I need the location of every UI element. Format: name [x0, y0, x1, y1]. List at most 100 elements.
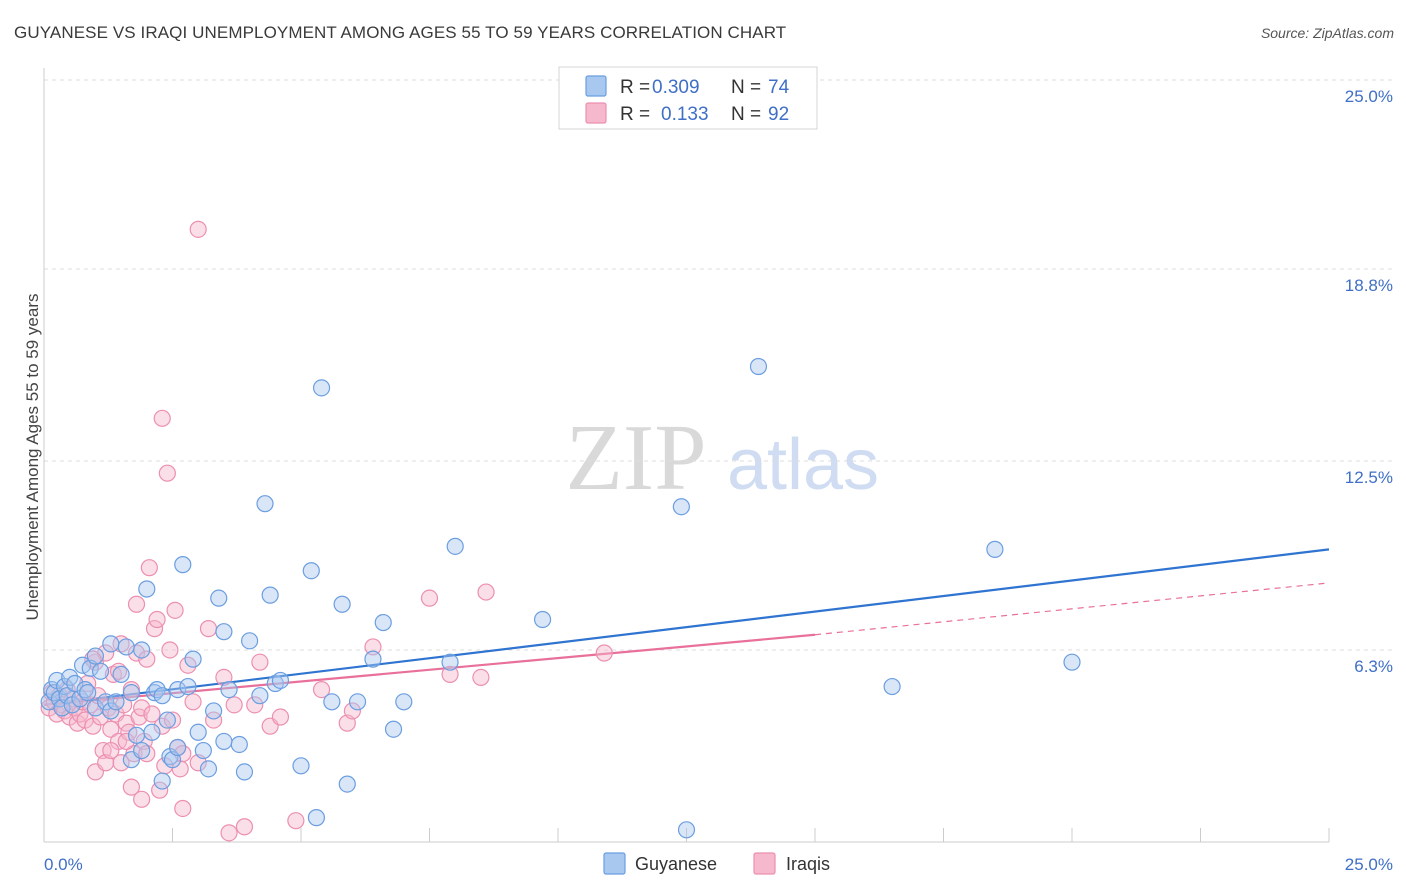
iraqis-point-49 — [148, 610, 166, 629]
guyanese-point-57 — [261, 586, 279, 604]
legend-r-value-1: 0.309 — [652, 77, 700, 98]
iraqis-point-84 — [117, 732, 135, 751]
bottom-legend-swatch-iraqis — [753, 852, 776, 875]
iraqis-point-56 — [166, 601, 184, 619]
watermark-zip: ZIP — [566, 406, 707, 510]
iraqis-point-69 — [235, 818, 254, 836]
iraqis-point-41 — [133, 699, 151, 717]
iraqis-point-42 — [133, 790, 151, 808]
iraqis-point-45 — [138, 650, 156, 668]
x-tick-labels: 0.0% 25.0% — [44, 855, 1393, 874]
y-tick-labels: 6.3% 12.5% 18.8% 25.0% — [1345, 87, 1393, 676]
iraqis-point-73 — [271, 708, 290, 726]
iraqis-point-71 — [251, 653, 269, 671]
guyanese-point-60 — [292, 757, 310, 775]
legend-r-label-2: R = — [620, 104, 650, 125]
legend-n-value-1: 74 — [768, 77, 790, 98]
guyanese-point-29 — [133, 641, 151, 659]
guyanese-point-25 — [122, 684, 140, 702]
legend: R = 0.309 N = 74 R = 0.133 N = 92 — [558, 66, 818, 130]
guyanese-point-13 — [76, 680, 94, 699]
trend-line-iraqis-extension — [814, 582, 1330, 636]
bottom-legend-label-iraqis: Iraqis — [786, 854, 830, 874]
guyanese-point-41 — [174, 556, 192, 574]
y-tick-label-1: 12.5% — [1345, 468, 1393, 487]
chart-title: GUYANESE VS IRAQI UNEMPLOYMENT AMONG AGE… — [14, 23, 787, 42]
guyanese-point-78 — [986, 540, 1004, 558]
guyanese-point-67 — [348, 693, 367, 711]
guyanese-point-54 — [241, 632, 259, 650]
trend-lines — [43, 548, 1330, 706]
guyanese-point-35 — [153, 772, 171, 790]
guyanese-points — [40, 357, 1081, 839]
guyanese-point-80 — [677, 821, 696, 839]
guyanese-point-66 — [338, 775, 356, 793]
guyanese-point-46 — [199, 760, 218, 778]
guyanese-point-73 — [446, 537, 464, 555]
iraqis-point-30 — [112, 754, 130, 772]
guyanese-point-30 — [138, 580, 156, 598]
guyanese-point-72 — [441, 653, 459, 671]
bottom-legend: Guyanese Iraqis — [603, 852, 830, 875]
iraqis-point-64 — [189, 220, 207, 238]
iraqis-point-60 — [174, 799, 192, 818]
y-tick-label-2: 18.8% — [1345, 276, 1393, 295]
iraqis-point-55 — [163, 711, 182, 729]
y-tick-label-3: 25.0% — [1345, 87, 1393, 106]
legend-n-label-2: N = — [731, 104, 761, 125]
iraqis-point-89 — [205, 711, 223, 729]
guyanese-point-34 — [153, 687, 171, 705]
guyanese-point-63 — [312, 379, 331, 397]
legend-n-label-1: N = — [731, 77, 761, 98]
x-tick-label-0: 0.0% — [44, 855, 83, 874]
iraqis-point-65 — [199, 620, 218, 638]
iraqis-point-46 — [140, 559, 158, 577]
guyanese-point-47 — [205, 702, 223, 720]
iraqis-point-78 — [364, 638, 382, 656]
iraqis-point-83 — [595, 644, 613, 662]
iraqis-point-52 — [153, 409, 171, 427]
iraqis-point-39 — [127, 595, 146, 613]
iraqis-point-77 — [343, 702, 361, 720]
guyanese-point-27 — [127, 726, 146, 744]
legend-swatch-iraqis — [585, 102, 607, 124]
guyanese-point-42 — [179, 677, 197, 696]
guyanese-point-52 — [230, 735, 248, 754]
legend-n-value-2: 92 — [768, 104, 789, 125]
iraqis-points — [40, 220, 613, 842]
guyanese-point-21 — [102, 635, 120, 653]
guyanese-point-50 — [215, 732, 233, 751]
guyanese-point-59 — [271, 671, 290, 690]
guyanese-point-71 — [395, 693, 413, 711]
guyanese-point-79 — [1063, 653, 1081, 671]
bottom-legend-label-guyanese: Guyanese — [635, 854, 717, 874]
guyanese-point-65 — [333, 595, 351, 613]
trend-line-guyanese — [43, 548, 1330, 706]
iraqis-point-26 — [102, 720, 120, 738]
iraqis-point-74 — [287, 812, 305, 830]
guyanese-point-61 — [302, 562, 320, 580]
iraqis-point-62 — [184, 693, 202, 711]
guyanese-point-43 — [184, 650, 202, 668]
iraqis-point-80 — [441, 665, 459, 683]
guyanese-point-58 — [266, 674, 284, 693]
iraqis-point-79 — [420, 589, 439, 607]
iraqis-point-82 — [477, 583, 495, 601]
guyanese-point-45 — [194, 741, 212, 760]
iraqis-point-44 — [138, 745, 156, 763]
guyanese-point-7 — [58, 687, 76, 705]
y-axis-title: Unemployment Among Ages 55 to 59 years — [23, 294, 42, 621]
guyanese-point-70 — [384, 720, 403, 738]
iraqis-point-38 — [127, 644, 146, 662]
guyanese-point-48 — [210, 589, 228, 607]
guyanese-point-49 — [215, 623, 233, 641]
bottom-legend-swatch-guyanese — [603, 852, 626, 875]
guyanese-point-69 — [374, 613, 392, 632]
guyanese-point-31 — [143, 723, 161, 741]
iraqis-point-88 — [109, 662, 128, 680]
y-tick-label-0: 6.3% — [1354, 657, 1393, 676]
guyanese-point-22 — [107, 693, 125, 711]
iraqis-point-68 — [225, 696, 243, 714]
legend-r-label-1: R = — [620, 77, 650, 98]
